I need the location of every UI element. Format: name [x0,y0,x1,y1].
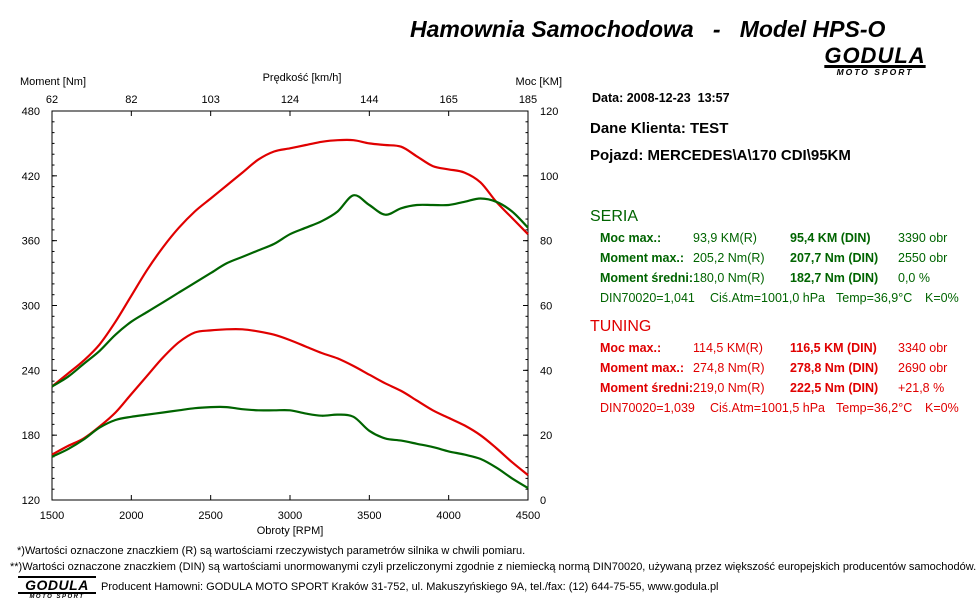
atm-pressure: Ciś.Atm=1001,5 hPa [710,401,825,415]
k-factor: K=0% [925,401,959,415]
atm-pressure: Ciś.Atm=1001,0 hPa [710,291,825,305]
footnote-r: *)Wartości oznaczone znaczkiem (R) są wa… [17,545,526,557]
x-tick-label: 3500 [357,510,381,522]
top-tick-label: 82 [125,94,137,106]
top-tick-label: 124 [281,94,299,106]
stat-label: Moment średni: [600,271,694,285]
stat-rpm: 3340 obr [898,341,948,355]
logo-brand: GODULA [824,43,926,68]
stat-din-value: 222,5 Nm (DIN) [790,381,879,395]
stat-r-value: 180,0 Nm(R) [693,271,765,285]
x-tick-label: 2000 [119,510,143,522]
top-tick-label: 103 [201,94,219,106]
x-tick-label: 4500 [516,510,540,522]
temperature: Temp=36,9°C [836,291,913,305]
y-right-tick-label: 100 [540,171,558,183]
stat-r-value: 114,5 KM(R) [693,341,763,355]
stat-r-value: 205,2 Nm(R) [693,251,765,265]
vehicle-name: Pojazd: MERCEDES\A\170 CDI\95KM [590,147,851,164]
y-right-tick-label: 60 [540,301,552,313]
plot-frame [51,110,529,501]
godula-logo-small: GODULA MOTO SPORT [18,576,96,600]
top-tick-label: 144 [360,94,378,106]
producer-info: Producent Hamowni: GODULA MOTO SPORT Kra… [101,581,719,593]
series-line-seria-moment [51,405,529,490]
din-factor: DIN70020=1,039 [600,401,695,415]
logo-sub: MOTO SPORT [836,67,914,77]
stat-din-value: 182,7 Nm (DIN) [790,271,879,285]
y-right-tick-label: 120 [540,106,558,118]
stat-din-value: 207,7 Nm (DIN) [790,251,879,265]
stat-label: Moment max.: [600,361,685,375]
stat-rpm: +21,8 % [898,381,945,395]
top-tick-label: 62 [46,94,58,106]
series-line-seria-moc [51,194,529,388]
y-left-tick-label: 360 [22,236,40,248]
stat-rpm: 3390 obr [898,231,948,245]
stat-r-value: 219,0 Nm(R) [693,381,765,395]
logo-brand: GODULA [18,576,96,594]
stat-label: Moment średni: [600,381,694,395]
stat-r-value: 274,8 Nm(R) [693,361,765,375]
top-tick-label: 165 [439,94,457,106]
y-left-tick-label: 420 [22,171,40,183]
series-line-tuning-moc [51,138,529,388]
y-right-tick-label: 80 [540,236,552,248]
y-left-tick-label: 180 [22,430,40,442]
k-factor: K=0% [925,291,959,305]
stat-r-value: 93,9 KM(R) [693,231,757,245]
stat-rpm: 2550 obr [898,251,948,265]
godula-logo: GODULA MOTO SPORT [820,45,930,77]
din-factor: DIN70020=1,041 [600,291,695,305]
y-left-tick-label: 120 [22,495,40,507]
tuning-heading: TUNING [590,318,652,335]
x-axis-label: Obroty [RPM] [257,525,324,537]
y-right-tick-label: 20 [540,430,552,442]
series-line-tuning-moment [51,327,529,476]
stat-din-value: 95,4 KM (DIN) [790,231,871,245]
top-tick-label: 185 [519,94,537,106]
y-right-tick-label: 40 [540,365,552,377]
logo-sub: MOTO SPORT [29,594,85,600]
footnote-din: **)Wartości oznaczone znaczkiem (DIN) są… [10,561,977,573]
x-tick-label: 4000 [436,510,460,522]
stat-rpm: 2690 obr [898,361,948,375]
client-name: Dane Klienta: TEST [590,120,729,137]
y-right-tick-label: 0 [540,495,546,507]
y-left-axis-label: Moment [Nm] [20,76,86,88]
top-axis-label: Prędkość [km/h] [263,72,342,84]
stat-label: Moc max.: [600,231,662,245]
stat-din-value: 116,5 KM (DIN) [790,341,877,355]
page-title: Hamownia Samochodowa - Model HPS-O [410,16,886,42]
x-tick-label: 2500 [198,510,222,522]
seria-heading: SERIA [590,208,639,225]
stat-din-value: 278,8 Nm (DIN) [790,361,879,375]
test-date: Data: 2008-12-23 13:57 [592,91,730,105]
y-left-tick-label: 480 [22,106,40,118]
temperature: Temp=36,2°C [836,401,913,415]
x-tick-label: 3000 [278,510,302,522]
stat-label: Moment max.: [600,251,685,265]
x-tick-label: 1500 [40,510,64,522]
stat-label: Moc max.: [600,341,662,355]
y-left-tick-label: 300 [22,301,40,313]
stat-rpm: 0,0 % [898,271,930,285]
y-left-tick-label: 240 [22,365,40,377]
y-right-axis-label: Moc [KM] [516,76,562,88]
